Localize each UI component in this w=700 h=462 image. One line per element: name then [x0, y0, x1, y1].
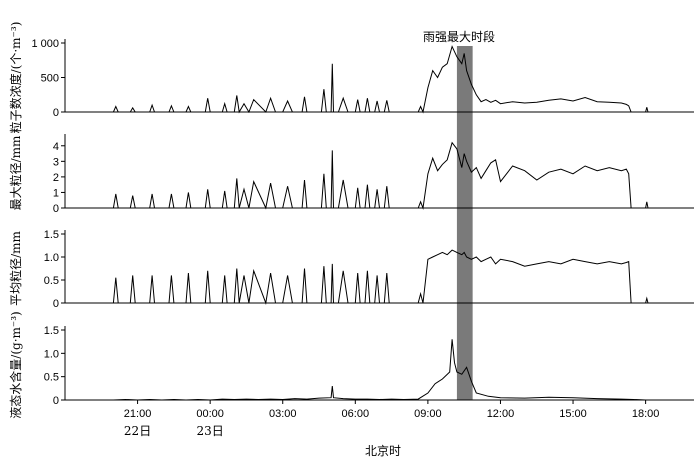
- series-line-3-0: [112, 249, 649, 305]
- date-label: 22日: [124, 424, 151, 438]
- y-tick-label: 3: [53, 156, 59, 168]
- x-tick-label: 18:00: [632, 408, 660, 420]
- x-tick-label: 09:00: [414, 408, 442, 420]
- y-tick-label: 0: [53, 203, 59, 215]
- y-tick-label: 1 000: [31, 38, 59, 50]
- panel-4: 0 0.5 1.0 1.5 液态水含量/(g·m⁻³): [8, 311, 694, 419]
- y-axis-label-1: 粒子数浓度/(个·m⁻³): [8, 22, 23, 134]
- x-axis-label: 北京时: [365, 444, 401, 458]
- y-tick-label: 4: [53, 141, 59, 153]
- panels-layer: 0 500 1 000 粒子数浓度/(个·m⁻³) 0 1 2 3 4 最大粒径/mm 0 0.5 1.…: [8, 22, 694, 419]
- x-tick-label: 03:00: [269, 408, 297, 420]
- x-tick-label: 00:00: [196, 408, 224, 420]
- y-tick-label: 0: [53, 107, 59, 119]
- y-tick-label: 0: [53, 395, 59, 407]
- y-tick-label: 0: [53, 298, 59, 310]
- x-tick-label: 21:00: [124, 408, 152, 420]
- y-tick-label: 1: [53, 187, 59, 199]
- x-axis: 北京时 21:00 00:00 03:00 06:00 09:00 12:00 15:00 1…: [124, 400, 660, 458]
- y-tick-label: 1.0: [44, 348, 59, 360]
- y-tick-label: 500: [41, 73, 59, 85]
- x-tick-label: 15:00: [559, 408, 587, 420]
- heavy-rain-annotation: 雨强最大时段: [423, 29, 495, 44]
- panel-3: 0 0.5 1.0 1.5 平均粒径/mm: [8, 229, 694, 310]
- y-tick-label: 0.5: [44, 372, 59, 384]
- y-tick-label: 0.5: [44, 275, 59, 287]
- y-axis-label-2: 最大粒径/mm: [8, 135, 23, 210]
- series-line-4-0: [113, 339, 646, 401]
- series-line-1-0: [112, 45, 649, 114]
- y-tick-label: 1.5: [44, 229, 59, 241]
- y-axis-label-4: 液态水含量/(g·m⁻³): [8, 311, 23, 418]
- heavy-rain-highlight-layer: [456, 46, 473, 400]
- y-axis-label-3: 平均粒径/mm: [8, 230, 23, 305]
- panel-2: 0 1 2 3 4 最大粒径/mm: [8, 134, 694, 215]
- series-line-2-0: [112, 141, 649, 210]
- date-label: 23日: [197, 424, 224, 438]
- x-tick-label: 06:00: [342, 408, 370, 420]
- y-tick-label: 1.5: [44, 325, 59, 337]
- x-tick-label: 12:00: [487, 408, 515, 420]
- heavy-rain-band: [456, 46, 473, 400]
- y-tick-label: 1.0: [44, 252, 59, 264]
- y-tick-label: 2: [53, 172, 59, 184]
- panel-1: 0 500 1 000 粒子数浓度/(个·m⁻³): [8, 22, 694, 134]
